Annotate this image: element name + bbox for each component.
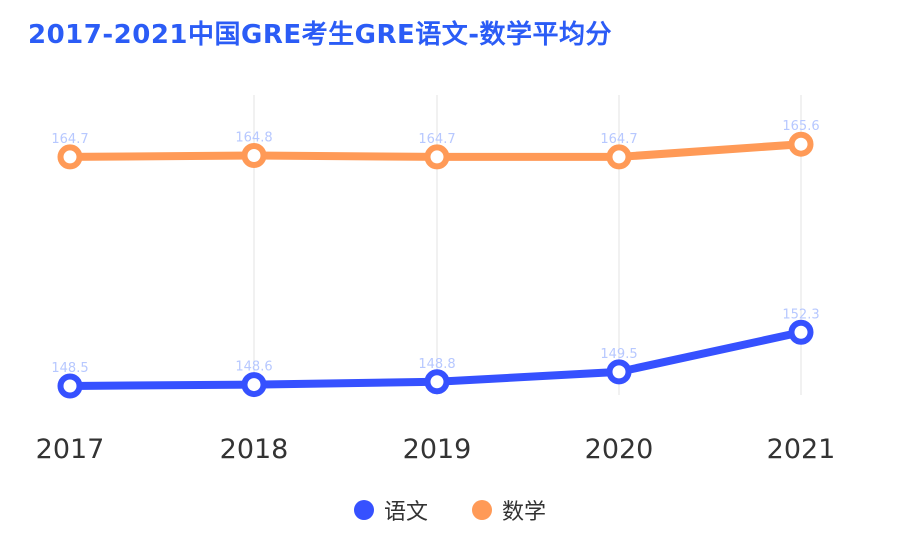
legend-item-math[interactable]: 数学: [472, 494, 546, 526]
legend-item-chinese[interactable]: 语文: [353, 494, 428, 526]
data-point: [57, 373, 83, 399]
data-label: 148.5: [51, 361, 88, 376]
x-tick-label: 2018: [220, 434, 289, 465]
data-point: [241, 143, 267, 169]
data-label: 164.7: [418, 132, 455, 147]
legend-dot: [353, 500, 374, 520]
data-point: [424, 144, 450, 170]
data-label: 149.5: [600, 347, 637, 362]
data-label: 164.7: [600, 132, 637, 147]
data-label: 148.6: [235, 360, 272, 375]
data-point: [606, 359, 632, 385]
legend-dot: [472, 500, 492, 520]
data-label: 165.6: [782, 119, 819, 134]
data-label: 164.8: [235, 131, 272, 146]
data-point: [241, 372, 267, 398]
data-point: [788, 131, 814, 157]
x-tick-label: 2019: [403, 434, 472, 465]
x-tick-label: 2020: [585, 434, 654, 465]
legend: 语文 数学: [0, 494, 900, 526]
data-point: [788, 319, 814, 345]
legend-label: 语文: [383, 500, 428, 525]
x-tick-label: 2017: [36, 434, 105, 465]
legend-label: 数学: [502, 500, 547, 525]
data-label: 152.3: [782, 307, 819, 322]
data-label: 148.8: [418, 357, 455, 372]
data-point: [57, 144, 83, 170]
data-point: [606, 144, 632, 170]
x-tick-label: 2021: [767, 434, 836, 465]
data-point: [424, 369, 450, 395]
data-label: 164.7: [51, 132, 88, 147]
chart-title: 2017-2021中国GRE考生GRE语文-数学平均分: [28, 20, 613, 50]
